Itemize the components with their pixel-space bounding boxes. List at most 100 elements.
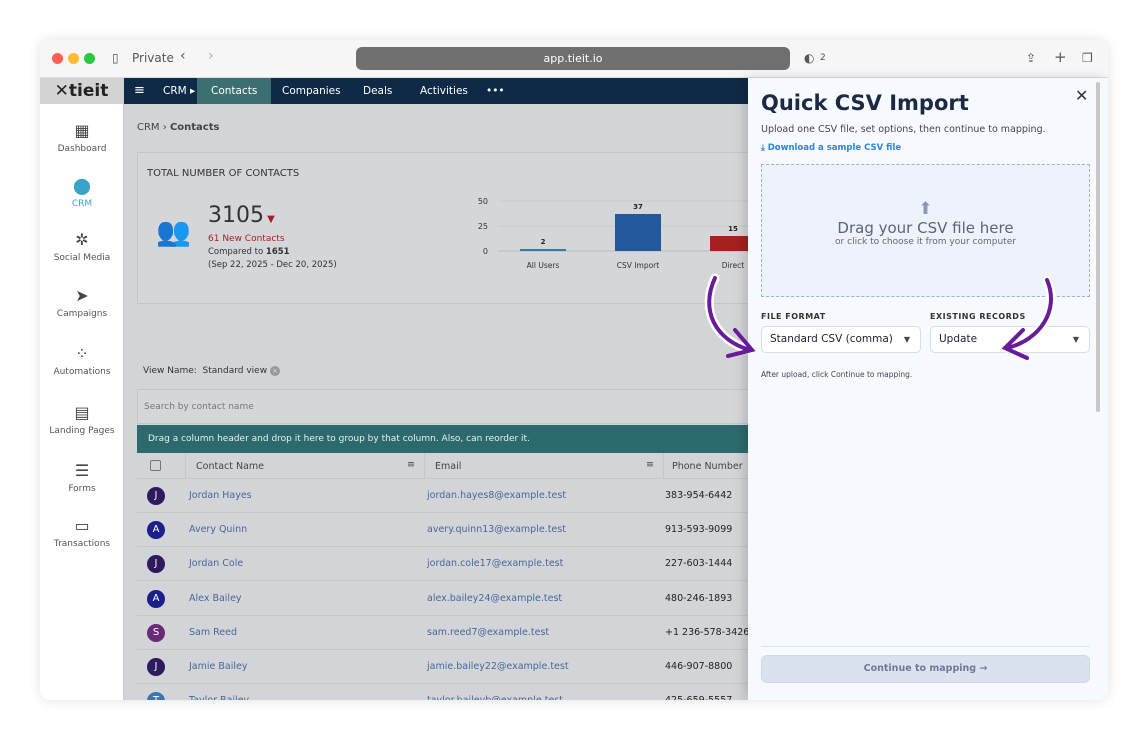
panel-scrollbar[interactable]	[1096, 82, 1100, 412]
social-icon: ✲	[75, 230, 89, 249]
table-header: Contact Name ≡ Email ≡ Phone Number	[137, 453, 757, 479]
select-all-checkbox[interactable]	[150, 460, 161, 471]
contact-name-link[interactable]: Jordan Hayes	[189, 490, 252, 501]
file-format-select[interactable]: Standard CSV (comma) ▼	[761, 326, 921, 353]
bar-csv-import[interactable]	[615, 214, 661, 251]
email-link[interactable]: avery.quinn13@example.test	[427, 524, 566, 536]
close-window-button[interactable]	[52, 53, 63, 64]
panel-subtitle: Upload one CSV file, set options, then c…	[761, 124, 1046, 135]
csv-drop-zone[interactable]: ⬆ Drag your CSV file here or click to ch…	[761, 164, 1090, 297]
column-header-email[interactable]: Email	[435, 461, 462, 472]
sidebar-item-forms[interactable]: ☰ Forms	[40, 461, 124, 494]
column-header-name[interactable]: Contact Name	[196, 461, 265, 472]
avatar: A	[147, 521, 165, 540]
contact-name-link[interactable]: Sam Reed	[189, 626, 238, 638]
tab-deals[interactable]: Deals	[363, 85, 393, 97]
browser-toolbar: ▯ Private ‹ › app.tieit.io ◐ 2 ⇪ + ❐	[40, 40, 1108, 78]
phone-number: 913-593-9099	[665, 524, 733, 536]
sidebar-item-label: Transactions	[53, 539, 111, 549]
card-icon: ▭	[74, 516, 90, 535]
bar-value-label: 37	[633, 203, 643, 211]
private-label: Private	[132, 51, 174, 65]
sidebar-item-dashboard[interactable]: ▦ Dashboard	[40, 121, 124, 154]
bar-all-users[interactable]	[520, 249, 566, 251]
hamburger-menu-icon[interactable]: ≡	[134, 83, 145, 98]
browser-window: ▯ Private ‹ › app.tieit.io ◐ 2 ⇪ + ❐ ✕ti…	[40, 40, 1108, 700]
back-button[interactable]: ‹	[180, 48, 186, 64]
search-input[interactable]: Search by contact name	[137, 389, 757, 424]
email-link[interactable]: jordan.cole17@example.test	[427, 558, 564, 570]
sidebar-item-transactions[interactable]: ▭ Transactions	[40, 516, 124, 549]
contact-name-link[interactable]: Jordan Cole	[189, 558, 244, 570]
arrow-to-existing-records	[1005, 278, 1053, 350]
send-icon: ➤	[75, 286, 89, 305]
drop-subtitle: or click to choose it from your computer	[835, 237, 1016, 247]
sidebar-toggle-icon[interactable]: ▯	[112, 51, 119, 65]
bar-direct[interactable]	[710, 236, 756, 251]
sidebar-item-automations[interactable]: ⁘ Automations	[40, 344, 124, 377]
breadcrumb-crm[interactable]: CRM	[137, 122, 160, 133]
address-bar[interactable]: app.tieit.io	[356, 47, 790, 70]
avatar: J	[147, 555, 165, 574]
table-row[interactable]: J Jamie Bailey jamie.bailey22@example.te…	[137, 650, 757, 684]
clear-view-icon[interactable]: ×	[269, 366, 280, 376]
email-link[interactable]: alex.bailey24@example.test	[427, 592, 563, 604]
sidebar-item-label: Social Media	[53, 253, 111, 263]
x-tick-label: All Users	[527, 261, 560, 270]
sidebar: ✕tieit ▦ Dashboard ⬤ CRM ✲ Social Media ➤ Campa…	[40, 78, 124, 700]
panel-title: Quick CSV Import	[761, 91, 969, 115]
tab-activities[interactable]: Activities	[420, 85, 468, 97]
more-icon[interactable]: •••	[486, 85, 505, 97]
contact-name-link[interactable]: Jamie Bailey	[189, 661, 248, 672]
continue-to-mapping-button[interactable]: Continue to mapping →	[761, 655, 1090, 683]
tab-companies[interactable]: Companies	[282, 85, 341, 97]
table-row[interactable]: T Taylor Bailey taylor.baileyb@example.t…	[137, 684, 757, 700]
sidebar-item-social-media[interactable]: ✲ Social Media	[40, 230, 124, 263]
upload-hint: After upload, click Continue to mapping.	[761, 370, 913, 379]
group-by-drop-zone[interactable]: Drag a column header and drop it here to…	[137, 425, 757, 453]
chevron-down-icon: ▼	[1072, 335, 1079, 344]
nav-crm[interactable]: CRM ▸	[163, 85, 196, 97]
table-row[interactable]: A Alex Bailey alex.bailey24@example.test…	[137, 582, 757, 616]
sidebar-item-crm[interactable]: ⬤ CRM	[40, 176, 124, 209]
table-row[interactable]: J Jordan Cole jordan.cole17@example.test…	[137, 547, 757, 582]
email-link[interactable]: taylor.baileyb@example.test	[427, 695, 563, 700]
maximize-window-button[interactable]	[84, 53, 95, 64]
share-icon[interactable]: ⇪	[1026, 51, 1037, 65]
tabs-overview-icon[interactable]: ❐	[1082, 51, 1093, 65]
new-tab-icon[interactable]: +	[1054, 48, 1067, 66]
email-link[interactable]: sam.reed7@example.test	[427, 626, 550, 638]
phone-number: +1 236-578-3426	[665, 626, 750, 638]
table-row[interactable]: A Avery Quinn avery.quinn13@example.test…	[137, 513, 757, 548]
table-row[interactable]: J Jordan Hayes jordan.hayes8@example.tes…	[137, 479, 757, 513]
minimize-window-button[interactable]	[68, 53, 79, 64]
sidebar-item-campaigns[interactable]: ➤ Campaigns	[40, 286, 124, 319]
table-row[interactable]: S Sam Reed sam.reed7@example.test +1 236…	[137, 616, 757, 650]
forward-button[interactable]: ›	[208, 48, 214, 64]
trend-down-icon: ▼	[264, 214, 275, 225]
tab-contacts[interactable]: Contacts	[197, 78, 272, 104]
contact-name-link[interactable]: Alex Bailey	[189, 592, 242, 604]
upload-icon: ⬆	[918, 199, 933, 219]
column-menu-icon[interactable]: ≡	[407, 459, 415, 470]
download-sample-link[interactable]: ⤓ Download a sample CSV file	[761, 143, 902, 153]
y-tick-label: 50	[478, 197, 488, 206]
column-header-phone[interactable]: Phone Number	[672, 461, 743, 472]
arrow-right-icon: →	[979, 663, 988, 674]
sidebar-item-landing-pages[interactable]: ▤ Landing Pages	[40, 403, 124, 436]
bar-value-label: 2	[541, 238, 546, 246]
quick-csv-import-panel: Quick CSV Import ✕ Upload one CSV file, …	[748, 78, 1108, 700]
column-menu-icon[interactable]: ≡	[646, 459, 654, 470]
shield-icon[interactable]: ◐	[804, 51, 815, 65]
landing-icon: ▤	[74, 403, 90, 422]
email-link[interactable]: jordan.hayes8@example.test	[427, 490, 567, 501]
shield-count: 2	[820, 53, 826, 63]
contact-name-link[interactable]: Taylor Bailey	[189, 695, 249, 700]
date-range: (Sep 22, 2025 - Dec 20, 2025)	[208, 260, 337, 270]
close-icon[interactable]: ✕	[1075, 86, 1089, 105]
compared-to: Compared to 1651	[208, 247, 290, 257]
email-link[interactable]: jamie.bailey22@example.test	[427, 661, 569, 672]
tieit-logo[interactable]: ✕tieit	[40, 78, 123, 104]
phone-number: 425-659-5557	[665, 695, 732, 700]
contact-name-link[interactable]: Avery Quinn	[189, 524, 248, 536]
